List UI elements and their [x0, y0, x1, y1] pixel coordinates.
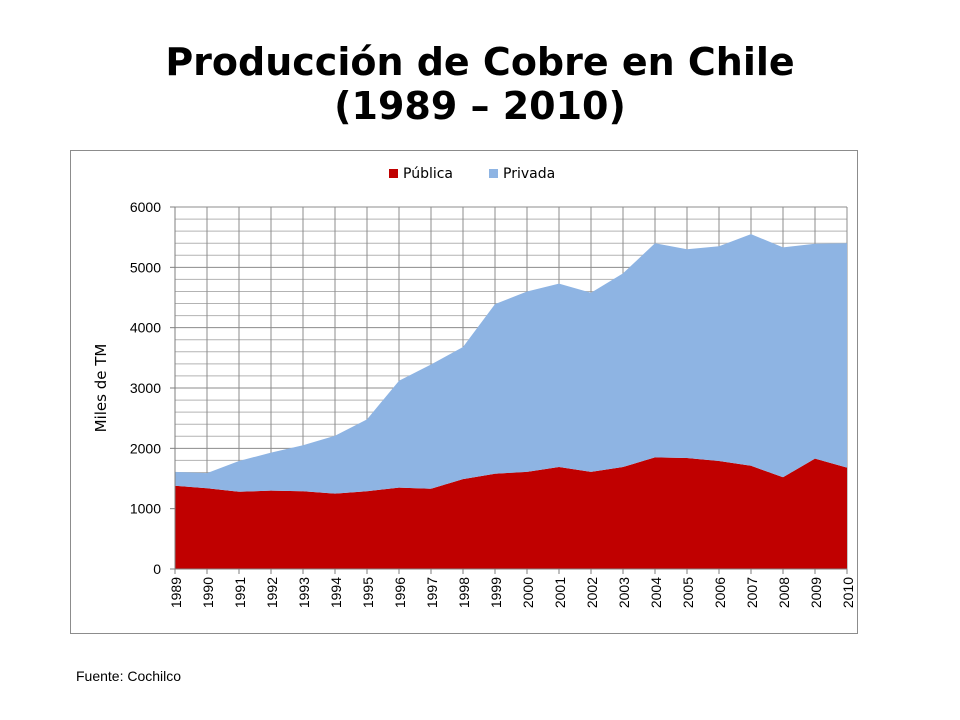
x-tick-label: 2008 [776, 577, 792, 608]
x-tick-label: 1994 [328, 577, 344, 608]
x-tick-label: 1999 [488, 577, 504, 608]
x-tick-label: 1995 [360, 577, 376, 608]
x-tick-label: 1992 [264, 577, 280, 608]
y-tick-label: 0 [153, 561, 161, 577]
x-tick-label: 2009 [808, 577, 824, 608]
area-chart: 0 1000 2000 3000 4000 5000 6000 1989 1990 1991 199… [92, 166, 856, 608]
chart-frame: 0 1000 2000 3000 4000 5000 6000 1989 1990 1991 199… [70, 150, 858, 634]
y-tick-label: 1000 [130, 501, 161, 517]
x-tick-label: 1998 [456, 577, 472, 608]
legend-label: Privada [503, 166, 555, 182]
x-tick-label: 2010 [840, 577, 856, 608]
x-tick-label: 1991 [232, 577, 248, 608]
x-tick-label: 2007 [744, 577, 760, 608]
legend-swatch [389, 169, 398, 178]
x-tick-label: 1990 [200, 577, 216, 608]
x-tick-label: 2001 [552, 577, 568, 608]
x-tick-label: 2006 [712, 577, 728, 608]
x-tick-label: 2005 [680, 577, 696, 608]
y-tick-label: 6000 [130, 199, 161, 215]
x-tick-label: 2004 [648, 577, 664, 608]
x-tick-label: 2003 [616, 577, 632, 608]
x-tick-label: 1989 [168, 577, 184, 608]
legend-label: Pública [403, 166, 453, 182]
area-series-0 [175, 457, 847, 569]
y-tick-label: 2000 [130, 440, 161, 456]
y-axis-title: Miles de TM [92, 344, 110, 433]
y-tick-label: 4000 [130, 320, 161, 336]
y-tick-label: 3000 [130, 380, 161, 396]
x-tick-label: 1997 [424, 577, 440, 608]
x-tick-label: 1996 [392, 577, 408, 608]
x-tick-label: 2002 [584, 577, 600, 608]
page-title: Producción de Cobre en Chile (1989 – 201… [0, 40, 960, 128]
title-line-1: Producción de Cobre en Chile [165, 40, 795, 84]
x-tick-label: 1993 [296, 577, 312, 608]
legend-swatch [489, 169, 498, 178]
title-line-2: (1989 – 2010) [334, 84, 626, 128]
y-tick-label: 5000 [130, 259, 161, 275]
area-series-1 [175, 234, 847, 494]
x-tick-label: 2000 [520, 577, 536, 608]
source-note: Fuente: Cochilco [76, 668, 182, 684]
